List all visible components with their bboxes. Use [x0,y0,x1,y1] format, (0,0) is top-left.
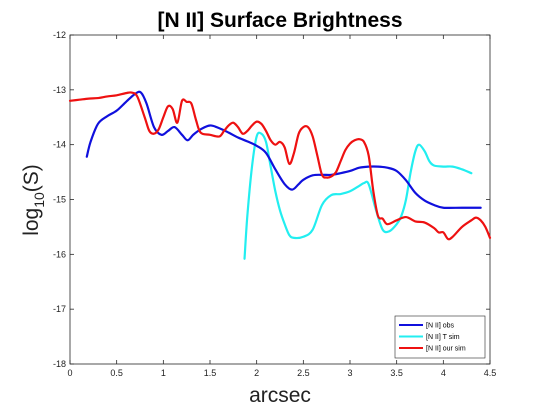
x-tick-label: 2.5 [297,368,310,378]
y-axis-label-subscript: 10 [31,192,47,208]
series-line-0 [85,90,482,210]
legend-label: [N II] our sim [426,346,466,353]
y-axis-label: log10(S) [20,164,47,236]
y-tick-label: -12 [53,30,66,40]
y-tick-label: -13 [53,85,66,95]
y-tick-label: -16 [53,249,66,259]
chart-title: [N II] Surface Brightness [157,9,402,32]
series-line-1 [243,131,473,260]
x-tick-label: 0 [67,368,72,378]
y-axis-label-rest: (S) [20,164,43,192]
legend-label: [N II] obs [426,323,455,330]
y-axis: -12 -13 -14 -15 -16 -17 -18 [53,30,490,369]
plot-area [69,34,491,365]
x-tick-label: 4 [441,368,446,378]
x-tick-label: 2 [254,368,259,378]
x-axis-label: arcsec [249,384,311,407]
y-tick-label: -17 [53,304,66,314]
series-layer [68,90,492,260]
legend-label: [N II] T sim [426,334,460,341]
x-tick-label: 0.5 [110,368,123,378]
y-tick-label: -14 [53,140,66,150]
y-tick-label: -18 [53,359,66,369]
x-axis: 0 0.5 1 1.5 2 2.5 3 3.5 4 4.5 [67,35,496,378]
legend: [N II] obs [N II] T sim [N II] our sim [394,315,486,359]
y-tick-label: -15 [53,195,66,205]
x-tick-label: 4.5 [484,368,497,378]
x-tick-label: 1 [161,368,166,378]
series-line-2 [68,91,492,241]
x-tick-label: 1.5 [204,368,217,378]
x-tick-label: 3.5 [390,368,403,378]
y-axis-label-base: log [20,208,43,236]
x-tick-label: 3 [347,368,352,378]
